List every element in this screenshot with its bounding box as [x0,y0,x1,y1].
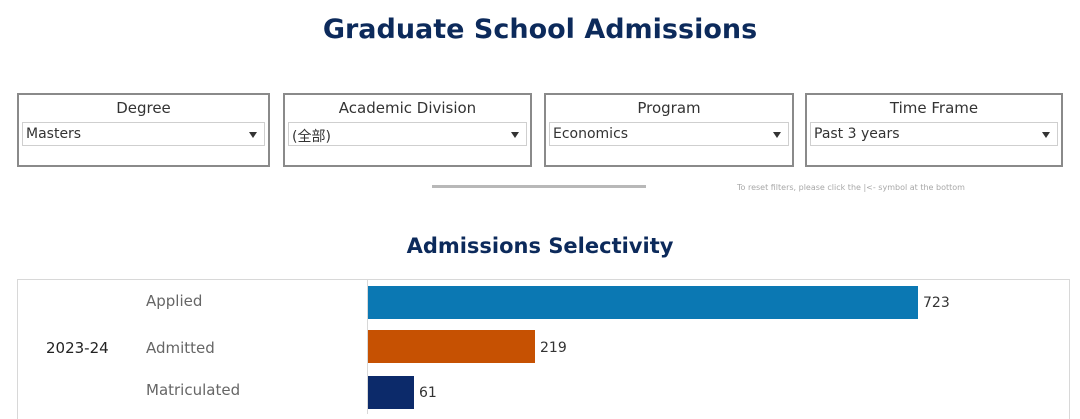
time-frame-filter: Time Frame Past 3 years [805,93,1063,167]
category-label-applied: Applied [146,292,203,310]
category-label-matriculated: Matriculated [146,381,241,399]
filter-divider [432,185,646,188]
academic-division-select[interactable]: (全部) [288,122,527,146]
bar-value-admitted: 219 [540,340,567,356]
bar-admitted [368,330,535,363]
time-frame-filter-label: Time Frame [889,99,979,117]
program-filter: Program Economics [544,93,794,167]
degree-filter: Degree Masters [17,93,270,167]
chart-axis-line [367,280,368,414]
reset-filters-note: To reset filters, please click the |<- s… [737,183,965,192]
bar-matriculated [368,376,414,409]
program-select[interactable]: Economics [549,122,789,146]
program-select-value: Economics [553,126,629,142]
time-frame-select-value: Past 3 years [814,126,900,142]
bar-value-matriculated: 61 [419,385,437,401]
academic-division-select-value: (全部) [292,129,331,145]
chevron-down-icon[interactable] [773,132,781,138]
admissions-selectivity-chart [17,279,1070,419]
chevron-down-icon[interactable] [511,132,519,138]
chevron-down-icon[interactable] [1042,132,1050,138]
admissions-selectivity-title: Admissions Selectivity [406,234,674,258]
degree-select[interactable]: Masters [22,122,265,146]
chevron-down-icon[interactable] [249,132,257,138]
degree-select-value: Masters [26,126,82,142]
academic-division-filter: Academic Division (全部) [283,93,532,167]
bar-value-applied: 723 [923,295,950,311]
degree-filter-label: Degree [116,99,171,117]
category-label-admitted: Admitted [146,339,215,357]
time-frame-select[interactable]: Past 3 years [810,122,1058,146]
academic-division-filter-label: Academic Division [338,99,477,117]
page-title: Graduate School Admissions [322,14,758,45]
program-filter-label: Program [637,99,701,117]
year-label: 2023-24 [46,339,109,357]
bar-applied [368,286,918,319]
